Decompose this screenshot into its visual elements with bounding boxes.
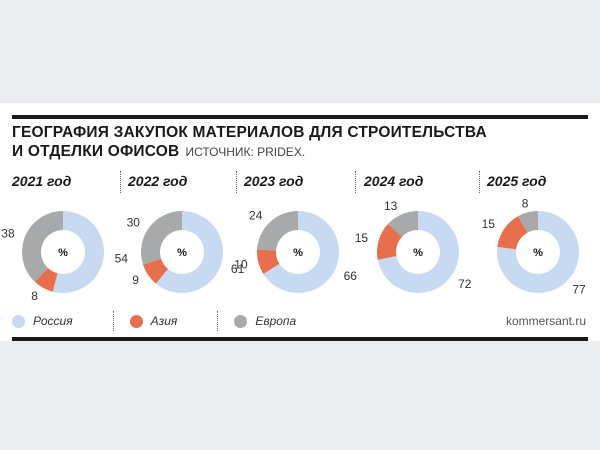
donut-slice-europe bbox=[257, 211, 298, 251]
source-note: ИСТОЧНИК: PRIDEX. bbox=[185, 145, 306, 159]
year-label-2023: 2023 год bbox=[244, 173, 304, 189]
legend-swatch-russia bbox=[12, 314, 25, 328]
year-separator bbox=[479, 171, 480, 193]
legend-separator bbox=[217, 311, 219, 331]
data-label-europe: 13 bbox=[384, 199, 398, 213]
bottom-rule bbox=[12, 337, 588, 341]
donut-slice-russia bbox=[497, 211, 579, 293]
donut-center-label: % bbox=[293, 247, 303, 259]
legend-item-russia: Россия bbox=[12, 314, 73, 328]
title-line-2-text: И ОТДЕЛКИ ОФИСОВ bbox=[12, 143, 180, 160]
legend-item-europe: Европа bbox=[234, 314, 296, 328]
donut-slice-europe bbox=[21, 211, 63, 282]
legend-swatch-asia bbox=[129, 314, 143, 328]
data-label-asia: 15 bbox=[482, 217, 496, 231]
year-separator bbox=[120, 171, 121, 193]
legend-separator bbox=[112, 311, 114, 331]
year-label-2025: 2025 год bbox=[487, 173, 547, 189]
year-separator bbox=[236, 171, 237, 193]
donut-slice-europe bbox=[388, 211, 418, 237]
data-label-europe: 30 bbox=[127, 216, 141, 230]
donut-slice-asia bbox=[497, 216, 528, 250]
data-label-europe: 24 bbox=[249, 209, 263, 223]
legend-swatch-europe bbox=[234, 314, 248, 328]
donut-slice-russia bbox=[377, 211, 459, 293]
legend-item-asia: Азия bbox=[129, 314, 178, 328]
year-label-2022: 2022 год bbox=[128, 173, 188, 189]
donut-center-label: % bbox=[533, 247, 543, 259]
title-line-1: ГЕОГРАФИЯ ЗАКУПОК МАТЕРИАЛОВ ДЛЯ СТРОИТЕ… bbox=[12, 124, 487, 141]
brand-credit: kommersant.ru bbox=[505, 314, 586, 328]
data-label-europe: 8 bbox=[522, 197, 529, 211]
data-label-asia: 10 bbox=[234, 257, 248, 271]
year-separator bbox=[355, 171, 356, 193]
data-label-europe: 38 bbox=[1, 227, 15, 241]
donut-center-label: % bbox=[413, 247, 423, 259]
data-label-russia: 66 bbox=[344, 269, 358, 283]
donut-center-label: % bbox=[177, 247, 187, 259]
chart-title: ГЕОГРАФИЯ ЗАКУПОК МАТЕРИАЛОВ ДЛЯ СТРОИТЕ… bbox=[12, 123, 588, 162]
chart-card: ГЕОГРАФИЯ ЗАКУПОК МАТЕРИАЛОВ ДЛЯ СТРОИТЕ… bbox=[0, 103, 600, 341]
legend-label-asia: Азия bbox=[150, 314, 178, 328]
donut-slice-russia bbox=[155, 211, 223, 293]
year-label-2024: 2024 год bbox=[364, 173, 424, 189]
donut-center-label: % bbox=[58, 247, 68, 259]
donut-slice-asia bbox=[143, 258, 168, 284]
donut-slice-europe bbox=[518, 211, 538, 233]
donut-slice-asia bbox=[377, 223, 402, 260]
donut-slice-asia bbox=[34, 268, 58, 292]
donut-slice-asia bbox=[257, 249, 280, 274]
donut-slice-russia bbox=[52, 211, 104, 293]
donut-slice-russia bbox=[263, 211, 339, 293]
donut-slice-europe bbox=[141, 210, 182, 265]
top-rule bbox=[12, 115, 588, 119]
data-label-asia: 8 bbox=[31, 289, 38, 303]
donut-charts: 54 8 38% 61 9 30% 66 10 24% 72 15 13% 77 15 8% bbox=[1, 197, 586, 303]
data-label-russia: 61 bbox=[231, 262, 245, 276]
legend-label-russia: Россия bbox=[33, 314, 73, 328]
legend: Россия Азия Европа bbox=[12, 311, 296, 331]
year-label-2021: 2021 год bbox=[12, 173, 72, 189]
data-label-asia: 15 bbox=[355, 231, 369, 245]
data-label-russia: 77 bbox=[572, 283, 586, 297]
data-label-russia: 54 bbox=[115, 251, 129, 265]
legend-label-europe: Европа bbox=[255, 314, 297, 328]
data-label-asia: 9 bbox=[132, 273, 139, 287]
data-label-russia: 72 bbox=[458, 277, 472, 291]
title-line-2: И ОТДЕЛКИ ОФИСОВ ИСТОЧНИК: PRIDEX. bbox=[12, 142, 588, 162]
